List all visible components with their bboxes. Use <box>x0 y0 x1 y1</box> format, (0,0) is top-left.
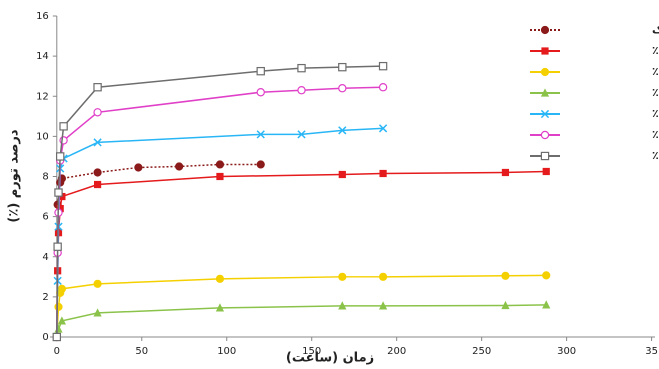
legend-text: استون 15٪ <box>652 128 659 141</box>
data-point <box>297 86 306 95</box>
data-point <box>378 301 388 310</box>
data-point <box>338 301 347 310</box>
data-point <box>56 205 64 213</box>
legend-marker <box>541 47 549 55</box>
x-tick-label: 35 <box>645 346 658 357</box>
data-point <box>53 242 62 251</box>
series-line <box>56 163 261 205</box>
data-point <box>55 152 65 161</box>
legend-text: استون 10٪ <box>652 107 659 120</box>
data-point <box>93 168 102 177</box>
x-axis-title: زمان (ساعت) <box>286 351 374 366</box>
y-tick-label: 14 <box>36 51 49 62</box>
data-point <box>93 138 102 147</box>
data-point <box>215 303 225 312</box>
data-point <box>93 308 102 317</box>
x-tick-label: 200 <box>387 346 406 357</box>
data-point <box>297 130 306 139</box>
data-point <box>379 169 387 178</box>
data-point <box>501 300 510 310</box>
data-point <box>93 108 102 117</box>
data-point <box>59 122 68 131</box>
data-point <box>256 66 265 76</box>
data-point <box>93 279 102 288</box>
x-tick-label: 250 <box>472 346 491 357</box>
data-point <box>378 124 388 133</box>
data-point <box>54 324 63 333</box>
data-point <box>542 167 550 176</box>
legend-marker <box>540 25 550 35</box>
data-point <box>215 160 225 169</box>
series-line <box>56 304 547 338</box>
data-point <box>93 83 102 92</box>
y-tick-label: 0 <box>42 332 48 343</box>
y-tick-label: 4 <box>42 252 48 263</box>
y-tick-label: 10 <box>36 131 49 142</box>
x-tick-label: 50 <box>135 346 148 357</box>
data-point <box>501 271 510 280</box>
data-point <box>378 61 388 71</box>
legend-marker <box>540 130 550 140</box>
data-point <box>297 63 306 73</box>
data-point <box>338 84 347 93</box>
legend-marker <box>540 109 550 119</box>
y-tick-label: 16 <box>36 11 49 22</box>
data-point <box>256 130 265 139</box>
data-point <box>215 274 225 283</box>
series-line <box>56 65 384 338</box>
legend-marker <box>540 67 550 77</box>
y-tick-label: 2 <box>42 292 48 303</box>
series-line <box>56 274 547 338</box>
legend-text: استون 20٪ <box>652 149 659 162</box>
data-point <box>54 302 63 312</box>
data-point <box>216 172 224 181</box>
data-point <box>57 316 66 325</box>
legend-marker <box>540 88 550 97</box>
legend-text: گلیسرول 20٪ <box>652 86 659 99</box>
data-point <box>501 168 510 177</box>
data-point <box>338 62 347 72</box>
data-point <box>256 88 265 97</box>
data-point <box>338 126 347 135</box>
data-point <box>378 272 388 281</box>
data-point <box>134 163 143 172</box>
data-point <box>338 170 346 179</box>
legend-marker <box>540 151 550 161</box>
data-point <box>52 332 61 342</box>
y-axis-title: درصد تورم (٪) <box>7 129 22 222</box>
x-tick-label: 0 <box>54 346 60 357</box>
legend-text: خاک <box>652 23 659 36</box>
legend-text: گلیسرول 15٪ <box>652 65 659 78</box>
data-point <box>256 160 265 169</box>
data-point <box>93 180 102 189</box>
data-point <box>175 162 184 171</box>
y-tick-label: 6 <box>42 212 48 223</box>
data-point <box>378 83 388 92</box>
x-tick-label: 300 <box>557 346 576 357</box>
legend-text: گلیسرول 10٪ <box>652 44 659 57</box>
data-point <box>338 272 347 281</box>
data-point <box>542 300 551 309</box>
y-tick-label: 8 <box>42 172 48 183</box>
x-tick-label: 100 <box>217 346 236 357</box>
x-tick-label: 150 <box>302 346 321 357</box>
y-tick-label: 12 <box>36 91 49 102</box>
data-point <box>57 284 66 293</box>
series-line <box>56 86 384 338</box>
data-point <box>542 271 551 280</box>
data-point <box>54 188 63 197</box>
